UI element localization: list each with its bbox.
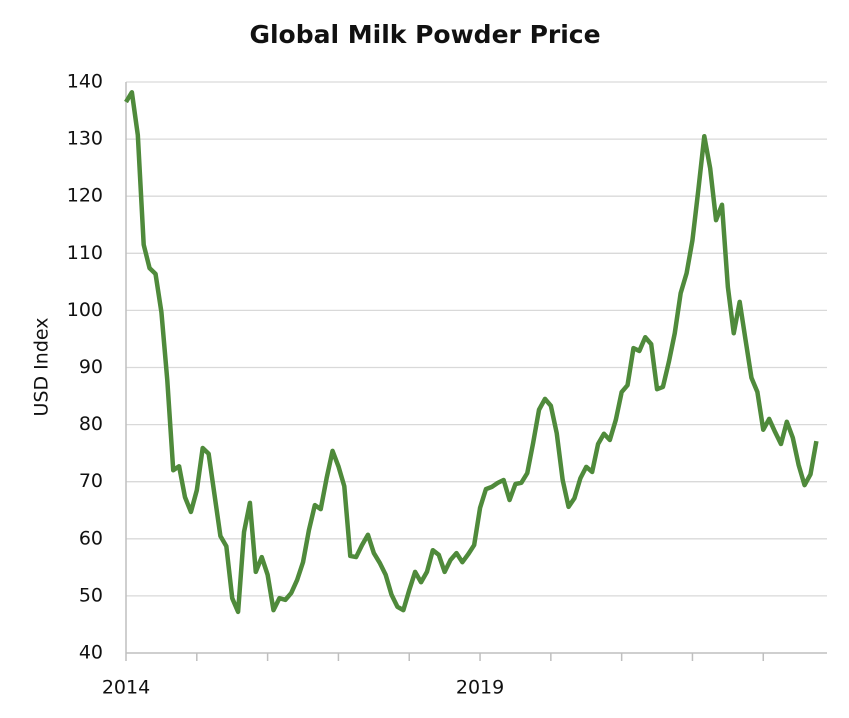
y-tick-label: 120 [67, 185, 103, 207]
chart-title: Global Milk Powder Price [249, 20, 600, 49]
y-tick-label: 70 [79, 470, 103, 492]
y-tick-label: 100 [67, 299, 103, 321]
y-tick-label: 130 [67, 128, 103, 150]
x-tick-label: 2014 [102, 677, 150, 699]
line [124, 90, 819, 615]
y-tick-label: 140 [67, 71, 103, 93]
x-tick-label: 2019 [456, 677, 504, 699]
y-tick-label: 60 [79, 527, 103, 549]
y-tick-label: 40 [79, 642, 103, 664]
y-tick-label: 110 [67, 242, 103, 264]
y-tick-label: 80 [79, 413, 103, 435]
y-tick-label: 50 [79, 584, 103, 606]
y-axis-label: USD Index [31, 318, 53, 417]
y-tick-label: 90 [79, 356, 103, 378]
